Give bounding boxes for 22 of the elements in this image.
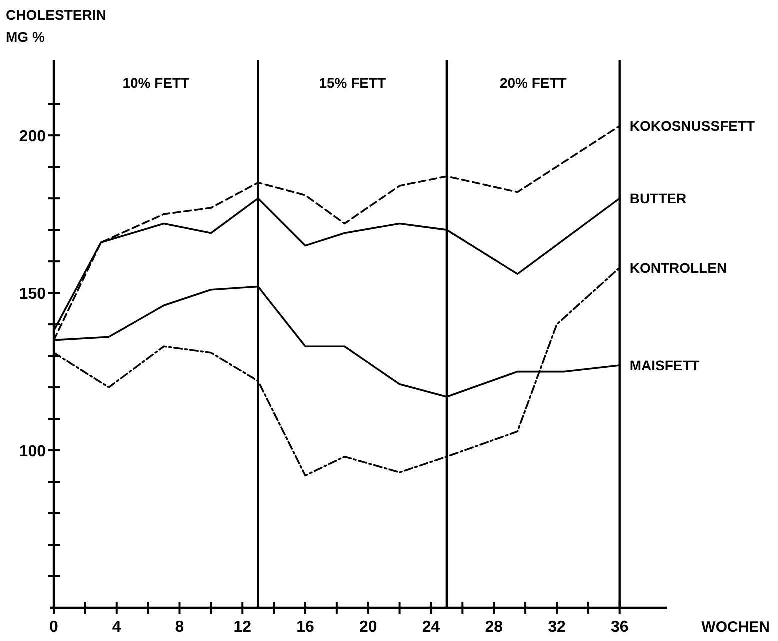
- y-tick-label: 150: [19, 286, 46, 304]
- annotation: 20% FETT: [500, 75, 568, 91]
- x-axis-title: WOCHEN: [702, 619, 770, 636]
- series-label: BUTTER: [630, 190, 687, 207]
- annotation: 10% FETT: [122, 75, 190, 91]
- series-label: KOKOSNUSSFETT: [630, 118, 756, 134]
- y-axis-title: CHOLESTERIN MG %: [6, 7, 106, 45]
- x-tick-label: 20: [359, 619, 378, 636]
- y-tick-label: 200: [19, 128, 46, 146]
- x-tick-label: 16: [296, 619, 314, 636]
- x-tick-label: 4: [112, 619, 122, 636]
- x-tick-label: 12: [234, 619, 252, 636]
- x-tick-label: 32: [548, 619, 566, 636]
- x-tick-label: 24: [422, 619, 440, 636]
- series-label: KONTROLLEN: [630, 260, 728, 276]
- y-tick-label: 100: [19, 444, 46, 461]
- x-tick-label: 8: [175, 619, 184, 636]
- x-tick-label: 28: [485, 619, 504, 636]
- x-tick-label: 0: [50, 619, 59, 636]
- annotation: 15% FETT: [319, 75, 387, 91]
- series-label: MAISFETT: [630, 357, 700, 374]
- x-tick-label: 36: [610, 619, 629, 636]
